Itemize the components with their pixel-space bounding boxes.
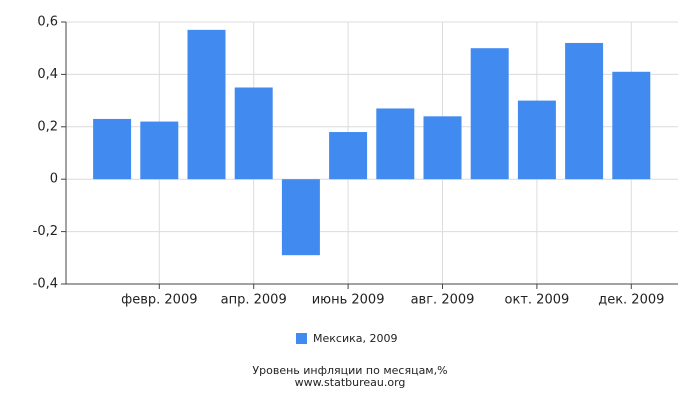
bar: [234, 87, 273, 180]
y-tick-label: 0,2: [37, 119, 58, 134]
bar: [187, 29, 226, 180]
x-tick-label: авг. 2009: [411, 293, 475, 308]
bar: [612, 71, 651, 180]
bar: [329, 132, 368, 180]
bar: [423, 116, 462, 180]
legend-swatch: [296, 333, 307, 344]
y-tick-label: -0,4: [33, 277, 58, 292]
bar: [281, 179, 320, 256]
bar: [140, 121, 179, 180]
x-tick-label: дек. 2009: [598, 293, 664, 308]
bar: [93, 118, 132, 180]
bar: [376, 108, 415, 180]
legend-label: Мексика, 2009: [313, 332, 397, 345]
x-tick-label: окт. 2009: [505, 293, 570, 308]
bar: [565, 42, 604, 180]
y-tick-label: 0,6: [37, 15, 58, 30]
x-tick-label: февр. 2009: [121, 293, 197, 308]
bar: [470, 48, 509, 180]
x-tick-label: июнь 2009: [312, 293, 385, 308]
bar: [517, 100, 556, 180]
y-tick-label: -0,2: [33, 224, 58, 239]
x-tick-label: апр. 2009: [221, 293, 287, 308]
y-tick-label: 0: [50, 172, 58, 187]
y-tick-label: 0,4: [37, 67, 58, 82]
chart-title: Уровень инфляции по месяцам,%: [252, 364, 447, 377]
source: www.statbureau.org: [295, 376, 406, 389]
